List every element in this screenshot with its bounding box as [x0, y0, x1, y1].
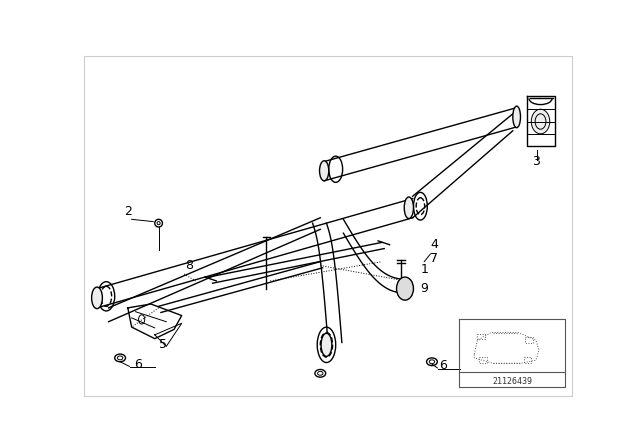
Text: 5: 5 [159, 338, 166, 351]
Text: 3: 3 [532, 155, 540, 168]
Bar [479, 357, 486, 362]
Text: 1: 1 [420, 263, 428, 276]
Ellipse shape [531, 109, 550, 134]
Text: 6: 6 [439, 359, 447, 372]
Ellipse shape [321, 333, 332, 356]
Text: 7: 7 [431, 252, 438, 265]
Text: 4: 4 [431, 238, 438, 251]
Text: 9: 9 [420, 282, 428, 296]
Text: 8: 8 [186, 259, 193, 272]
Ellipse shape [404, 197, 413, 219]
Ellipse shape [397, 277, 413, 300]
Text: 6: 6 [134, 358, 142, 371]
Text: 21126439: 21126439 [492, 376, 532, 386]
Text: 2: 2 [124, 206, 132, 219]
Ellipse shape [92, 287, 102, 309]
Bar [525, 337, 533, 343]
Ellipse shape [319, 161, 329, 181]
Ellipse shape [513, 106, 520, 128]
Bar [477, 334, 485, 340]
Bar [524, 357, 531, 362]
